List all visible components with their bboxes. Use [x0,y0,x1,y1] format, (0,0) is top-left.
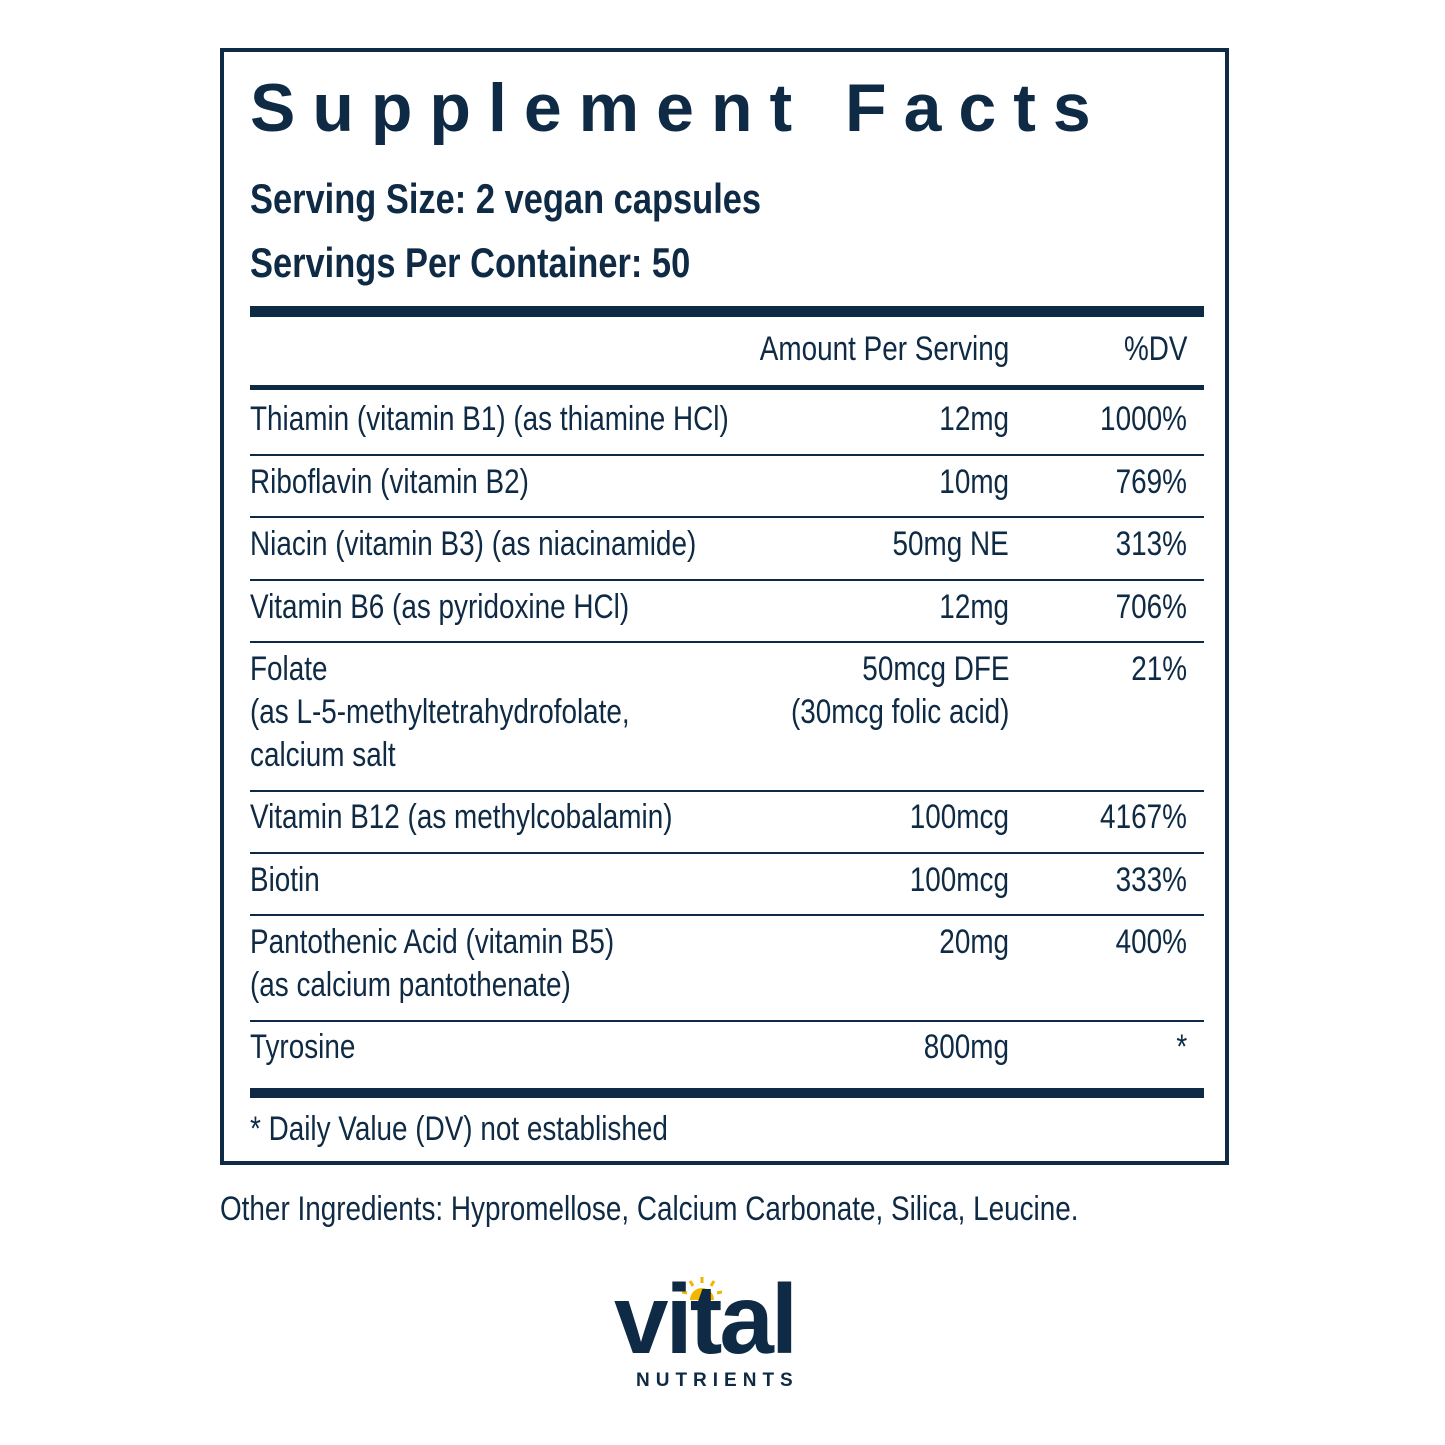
divider-thick [250,306,1204,317]
header-dv: %DV [1123,330,1187,368]
logo-word: vital [614,1264,798,1374]
row-divider [250,790,1204,792]
nutrient-amount: 12mg [939,588,1009,626]
nutrient-amount: 12mg [939,400,1009,438]
row-divider [250,1020,1204,1022]
nutrient-name: Biotin [250,861,320,899]
nutrient-dv: 4167% [1100,798,1187,836]
row-divider [250,914,1204,916]
panel-title: Supplement Facts [250,70,1108,146]
nutrient-name: Niacin (vitamin B3) (as niacinamide) [250,525,697,563]
row-divider [250,516,1204,518]
row-divider [250,579,1204,581]
sun-icon [682,1277,722,1300]
nutrient-name: Pantothenic Acid (vitamin B5) [250,923,615,961]
nutrient-dv: 21% [1131,650,1187,688]
nutrient-amount: 100mcg [909,798,1009,836]
row-divider [250,852,1204,854]
nutrient-name: Folate [250,650,328,688]
brand-logo: vital NUTRIENTS [614,1270,834,1400]
header-amount: Amount Per Serving [759,330,1009,368]
divider-thick-bottom [250,1088,1204,1098]
servings-per-container: Servings Per Container: 50 [250,239,691,286]
nutrient-dv: 769% [1115,463,1187,501]
nutrient-dv: 333% [1115,861,1187,899]
serving-size: Serving Size: 2 vegan capsules [250,175,762,222]
nutrient-name: (as calcium pantothenate) [250,966,571,1004]
nutrient-name: calcium salt [250,736,396,774]
nutrient-name: Vitamin B12 (as methylcobalamin) [250,798,673,836]
row-divider [250,454,1204,456]
nutrient-name: Tyrosine [250,1028,356,1066]
logo-subtitle: NUTRIENTS [636,1370,799,1391]
supplement-facts-panel: Supplement Facts Serving Size: 2 vegan c… [220,48,1229,1165]
row-divider [250,641,1204,643]
nutrient-name: (as L-5-methyltetrahydrofolate, [250,693,630,731]
nutrient-name: Vitamin B6 (as pyridoxine HCl) [250,588,630,626]
nutrient-amount: 50mg NE [892,525,1009,563]
nutrient-dv: 1000% [1100,400,1187,438]
nutrient-amount: 50mcg DFE [861,650,1009,688]
footnote: * Daily Value (DV) not established [250,1110,668,1148]
nutrient-dv: 706% [1115,588,1187,626]
nutrient-name: Thiamin (vitamin B1) (as thiamine HCl) [250,400,729,438]
other-ingredients: Other Ingredients: Hypromellose, Calcium… [220,1190,1079,1228]
nutrient-dv: 313% [1115,525,1187,563]
nutrient-amount: 10mg [939,463,1009,501]
nutrient-amount: (30mcg folic acid) [790,693,1009,731]
nutrient-dv: * [1176,1028,1187,1066]
nutrient-amount: 800mg [923,1028,1009,1066]
divider-medium [250,385,1204,390]
nutrient-amount: 20mg [939,923,1009,961]
nutrient-name: Riboflavin (vitamin B2) [250,463,529,501]
nutrient-amount: 100mcg [909,861,1009,899]
nutrient-dv: 400% [1115,923,1187,961]
